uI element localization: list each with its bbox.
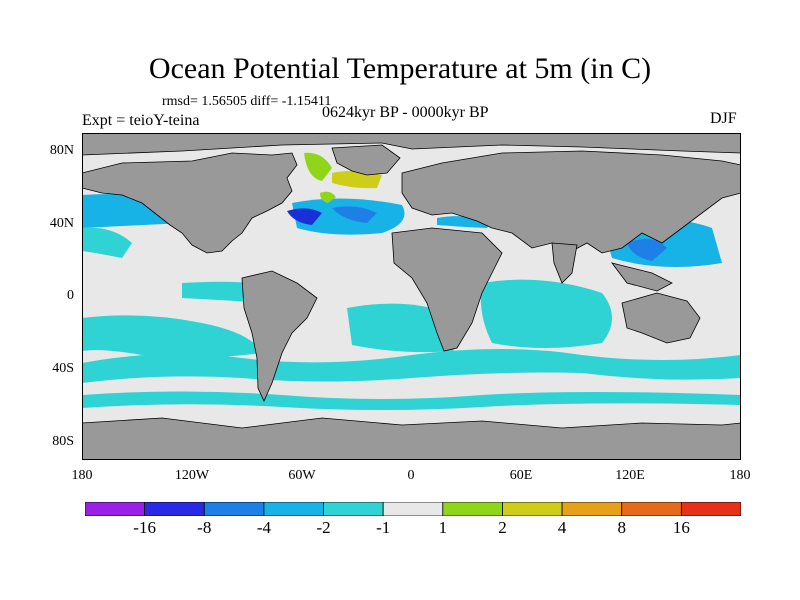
figure-title: Ocean Potential Temperature at 5m (in C) [148, 52, 652, 85]
land-eurasia [401, 150, 741, 254]
lat-label-80n: 80N [49, 143, 74, 158]
colorbar-swatch [561, 502, 623, 516]
colorbar-swatch [382, 502, 444, 516]
world-map [82, 133, 741, 460]
anomaly-labrador-green [304, 152, 332, 181]
season-label: DJF [710, 110, 737, 127]
anomaly-kuroshio [627, 239, 667, 261]
experiment-label: Expt = teioY-teina [82, 112, 200, 129]
period-label: 0624kyr BP - 0000kyr BP [322, 104, 489, 121]
anomaly-indian-ocean [480, 279, 612, 348]
lat-label-40n: 40N [49, 216, 74, 231]
land-greenland [331, 144, 401, 176]
anomaly-mid-atlantic [332, 206, 377, 223]
lon-label-120e: 120E [615, 468, 645, 483]
anomaly-southern-belt-2 [82, 391, 741, 410]
lon-label-120w: 120W [174, 468, 210, 483]
lat-label-80s: 80S [52, 434, 74, 449]
land-arctic [82, 133, 741, 156]
anomaly-subtropical-pacific [82, 227, 132, 258]
land-south-america [241, 270, 318, 402]
colorbar-swatch [85, 502, 146, 516]
land-antarctica [82, 417, 741, 460]
colorbar [85, 502, 741, 516]
lon-label-0: 0 [407, 468, 415, 483]
colorbar-swatch [680, 502, 741, 516]
land-africa [391, 227, 503, 352]
land-north-america [82, 152, 298, 254]
colorbar-swatch [442, 502, 503, 516]
land-maritime-continent [611, 262, 673, 292]
lat-label-0: 0 [67, 288, 74, 303]
anomaly-south-atlantic [347, 303, 454, 353]
colorbar-label: 1 [438, 518, 448, 537]
land-india [551, 242, 578, 284]
colorbar-label: -16 [133, 518, 156, 537]
colorbar-swatch [144, 502, 205, 516]
colorbar-swatch [263, 502, 324, 516]
map-frame [82, 133, 741, 460]
anomaly-greenland-olive [332, 170, 382, 189]
colorbar-label: 2 [498, 518, 507, 537]
lon-label-60w: 60W [288, 468, 316, 483]
anomaly-south-pacific [82, 315, 262, 358]
colorbar-swatch [621, 502, 682, 516]
colorbar-label: 4 [557, 518, 567, 537]
colorbar-label: -8 [197, 518, 212, 537]
land [82, 133, 741, 460]
colorbar-label: -2 [316, 518, 331, 537]
lon-label-60e: 60E [509, 468, 533, 483]
colorbar-label: 16 [672, 518, 690, 537]
colorbar-swatch [502, 502, 563, 516]
land-australia [621, 292, 701, 344]
anomaly-southern-belt [82, 349, 741, 383]
colorbar-swatch [203, 502, 265, 516]
colorbar-label: -4 [256, 518, 271, 537]
lon-label-180w: 180 [71, 468, 93, 483]
lat-label-40s: 40S [52, 361, 74, 376]
colorbar-label: 8 [617, 518, 626, 537]
lon-label-180e: 180 [729, 468, 751, 483]
stats-line: rmsd= 1.56505 diff= -1.15411 [162, 94, 332, 109]
anomaly-newfoundland-green [320, 191, 336, 203]
anomaly-field [82, 152, 741, 410]
colorbar-label: -1 [376, 518, 391, 537]
anomaly-gulf-stream [287, 208, 322, 225]
colorbar-swatch [323, 502, 384, 516]
